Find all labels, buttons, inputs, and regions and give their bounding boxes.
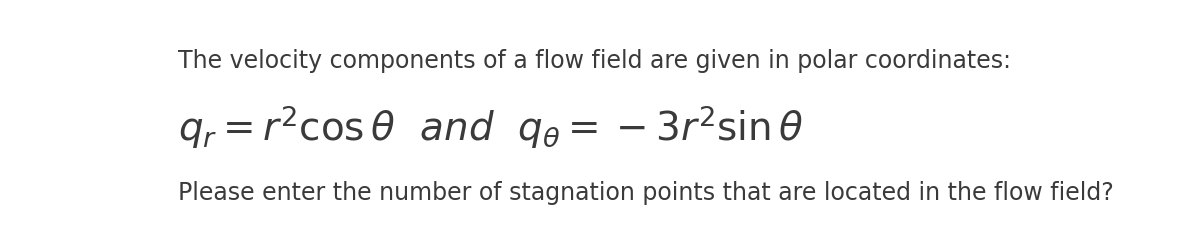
Text: $q_r = r^2 \cos\theta \ \ \mathit{and} \ \ q_\theta = -3r^2 \sin\theta$: $q_r = r^2 \cos\theta \ \ \mathit{and} \… [178,103,804,151]
Text: The velocity components of a flow field are given in polar coordinates:: The velocity components of a flow field … [178,49,1010,73]
Text: Please enter the number of stagnation points that are located in the flow field?: Please enter the number of stagnation po… [178,181,1114,205]
